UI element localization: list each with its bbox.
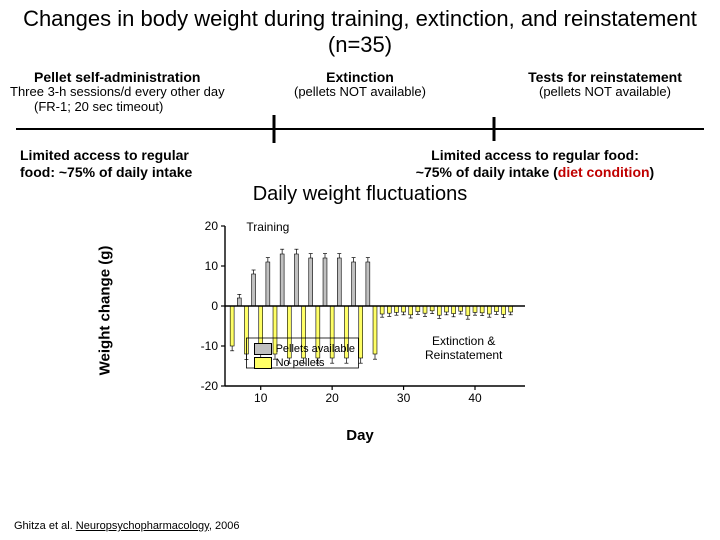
svg-text:40: 40	[468, 391, 482, 405]
phase-timeline: Pellet self-administration Three 3-h ses…	[0, 69, 720, 179]
annotation-training: Training	[246, 220, 289, 234]
diet-condition: diet condition	[558, 164, 650, 180]
limited-2b-pre: ~75% of daily intake (	[416, 164, 558, 180]
svg-text:30: 30	[397, 391, 411, 405]
limited-1b: food: ~75% of daily intake	[20, 164, 260, 181]
legend-row-2: No pellets	[254, 356, 356, 370]
limited-food-2: Limited access to regular food: ~75% of …	[370, 147, 700, 181]
phase3-sub1: (pellets NOT available)	[500, 85, 710, 100]
limited-2a: Limited access to regular food:	[370, 147, 700, 164]
svg-text:10: 10	[205, 259, 219, 273]
phase-extinction: Extinction (pellets NOT available)	[270, 69, 450, 100]
legend-label-1: Pellets available	[276, 342, 356, 356]
limited-food-1: Limited access to regular food: ~75% of …	[20, 147, 260, 181]
y-axis-label: Weight change (g)	[50, 216, 170, 406]
svg-text:-10: -10	[201, 339, 219, 353]
svg-text:0: 0	[211, 299, 218, 313]
svg-text:-20: -20	[201, 379, 219, 393]
ann-er-2: Reinstatement	[425, 348, 502, 362]
phase1-sub2: (FR-1; 20 sec timeout)	[10, 100, 270, 115]
phase3-title: Tests for reinstatement	[500, 69, 710, 85]
x-axis-label: Day	[180, 427, 540, 444]
phase2-sub1: (pellets NOT available)	[270, 85, 450, 100]
cite-journal: Neuropsychopharmacology	[76, 520, 209, 532]
limited-1a: Limited access to regular	[20, 147, 260, 164]
legend-label-2: No pellets	[276, 356, 325, 370]
chart-title: Daily weight fluctuations	[0, 183, 720, 206]
cite-post: , 2006	[209, 520, 240, 532]
chart-svg: -20 -10 0 10 20 10 20 30 40	[180, 216, 540, 406]
timeline-line	[16, 115, 704, 143]
page-title: Changes in body weight during training, …	[0, 0, 720, 59]
ann-er-1: Extinction &	[425, 334, 502, 348]
limited-2b: ~75% of daily intake (diet condition)	[370, 164, 700, 181]
limited-2b-post: )	[650, 164, 655, 180]
cite-pre: Ghitza et al.	[14, 520, 76, 532]
swatch-no-pellets	[254, 357, 272, 369]
chart-legend: Pellets available No pellets	[254, 342, 356, 371]
phase-reinstatement: Tests for reinstatement (pellets NOT ava…	[500, 69, 710, 100]
ylabel-text: Weight change (g)	[97, 246, 114, 376]
phase1-sub1: Three 3-h sessions/d every other day	[10, 85, 270, 100]
phase-training: Pellet self-administration Three 3-h ses…	[10, 69, 270, 115]
citation: Ghitza et al. Neuropsychopharmacology, 2…	[14, 520, 239, 532]
legend-row-1: Pellets available	[254, 342, 356, 356]
weight-chart: Weight change (g) -20-100102010203040 Tr…	[180, 216, 540, 406]
svg-text:20: 20	[205, 219, 219, 233]
svg-text:20: 20	[325, 391, 339, 405]
phase1-title: Pellet self-administration	[10, 69, 270, 85]
phase2-title: Extinction	[270, 69, 450, 85]
annotation-extinction-reinstatement: Extinction & Reinstatement	[425, 334, 502, 362]
swatch-pellets-available	[254, 343, 272, 355]
svg-text:10: 10	[254, 391, 268, 405]
